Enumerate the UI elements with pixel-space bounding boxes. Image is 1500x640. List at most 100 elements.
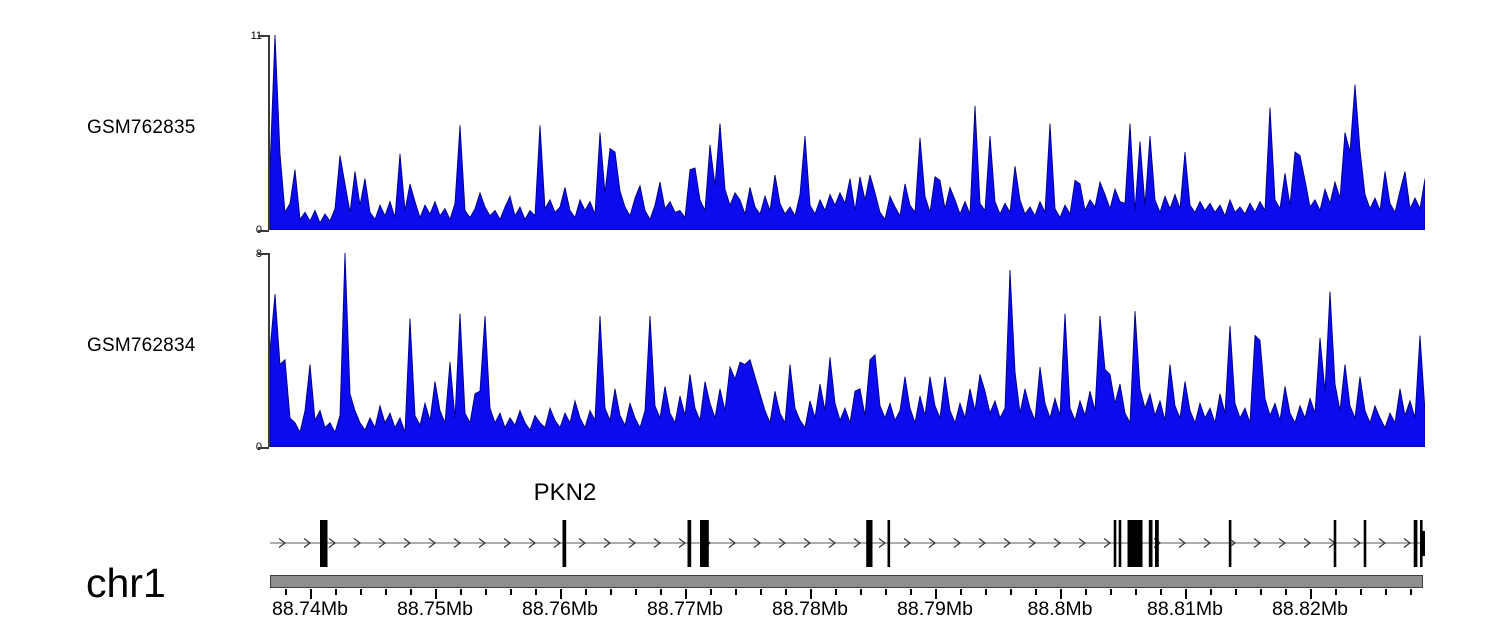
axis-minor-tick <box>1135 589 1137 595</box>
axis-tick-label: 88.75Mb <box>397 598 473 620</box>
exon-box <box>1155 520 1159 567</box>
strand-direction-arrow-icon <box>853 538 861 548</box>
strand-direction-arrow-icon <box>1103 538 1111 548</box>
strand-direction-arrow-icon <box>778 538 786 548</box>
strand-direction-arrow-icon <box>603 538 611 548</box>
y-axis-tick-min <box>258 447 269 449</box>
axis-minor-tick <box>1285 589 1287 595</box>
strand-direction-arrow-icon <box>278 538 286 548</box>
axis-minor-tick <box>835 589 837 595</box>
strand-direction-arrow-icon <box>1403 538 1411 548</box>
axis-minor-tick <box>460 589 462 595</box>
axis-minor-tick <box>1360 589 1362 595</box>
strand-direction-arrow-icon <box>953 538 961 548</box>
exon-box <box>687 520 692 567</box>
strand-direction-arrow-icon <box>928 538 936 548</box>
y-axis-tick-max <box>258 253 269 255</box>
strand-direction-arrow-icon <box>478 538 486 548</box>
axis-minor-tick <box>410 589 412 595</box>
y-axis-max-label-track1: 11 <box>250 29 262 42</box>
strand-direction-arrow-icon <box>1253 538 1261 548</box>
coverage-plot-gsm762834 <box>270 253 1425 447</box>
strand-direction-arrow-icon <box>503 538 511 548</box>
exon-box <box>866 520 873 567</box>
axis-minor-tick <box>785 589 787 595</box>
axis-minor-tick <box>985 589 987 595</box>
strand-direction-arrow-icon <box>1028 538 1036 548</box>
axis-tick-label: 88.74Mb <box>272 598 348 620</box>
exon-box <box>320 520 328 567</box>
axis-minor-tick <box>335 589 337 595</box>
exon-box <box>1127 520 1143 567</box>
axis-minor-tick <box>1160 589 1162 595</box>
axis-minor-tick <box>1010 589 1012 595</box>
y-axis-line-track2 <box>268 253 270 447</box>
axis-minor-tick <box>610 589 612 595</box>
exon-box <box>1333 520 1337 567</box>
strand-direction-arrow-icon <box>678 538 686 548</box>
strand-direction-arrow-icon <box>1053 538 1061 548</box>
axis-tick-label: 88.76Mb <box>522 598 598 620</box>
strand-direction-arrow-icon <box>628 538 636 548</box>
axis-tick-label: 88.77Mb <box>647 598 723 620</box>
exon-box <box>1420 520 1423 567</box>
axis-minor-tick <box>385 589 387 595</box>
strand-direction-arrow-icon <box>453 538 461 548</box>
strand-direction-arrow-icon <box>403 538 411 548</box>
y-axis-min-label-track1: 0 <box>234 224 262 236</box>
axis-tick-label: 88.8Mb <box>1027 598 1093 620</box>
axis-tick-label: 88.81Mb <box>1147 598 1223 620</box>
strand-direction-arrow-icon <box>903 538 911 548</box>
axis-minor-tick <box>760 589 762 595</box>
axis-minor-tick <box>285 589 287 595</box>
axis-major-tick <box>1185 589 1187 599</box>
strand-direction-arrow-icon <box>1078 538 1086 548</box>
exon-box <box>700 520 709 567</box>
coverage-area <box>270 253 1425 447</box>
axis-minor-tick <box>1335 589 1337 595</box>
axis-major-tick <box>810 589 812 599</box>
y-axis-line-track1 <box>268 35 270 230</box>
axis-minor-tick <box>660 589 662 595</box>
y-axis-tick-min <box>258 230 269 232</box>
strand-direction-arrow-icon <box>1203 538 1211 548</box>
axis-minor-tick <box>485 589 487 595</box>
coverage-area <box>270 35 1425 230</box>
strand-direction-arrow-icon <box>328 538 336 548</box>
axis-major-tick <box>1060 589 1062 599</box>
axis-minor-tick <box>635 589 637 595</box>
strand-direction-arrow-icon <box>803 538 811 548</box>
axis-minor-tick <box>910 589 912 595</box>
strand-direction-arrow-icon <box>1003 538 1011 548</box>
exon-box <box>1113 520 1117 567</box>
strand-direction-arrow-icon <box>753 538 761 548</box>
axis-major-tick <box>310 589 312 599</box>
axis-minor-tick <box>960 589 962 595</box>
y-axis-tick-max <box>258 35 269 37</box>
axis-tick-label: 88.79Mb <box>897 598 973 620</box>
axis-minor-tick <box>1385 589 1387 595</box>
strand-direction-arrow-icon <box>828 538 836 548</box>
strand-direction-arrow-icon <box>878 538 886 548</box>
strand-direction-arrow-icon <box>378 538 386 548</box>
strand-direction-arrow-icon <box>728 538 736 548</box>
coverage-plot-gsm762835 <box>270 35 1425 230</box>
axis-minor-tick <box>510 589 512 595</box>
axis-tick-label: 88.82Mb <box>1272 598 1348 620</box>
strand-direction-arrow-icon <box>653 538 661 548</box>
axis-minor-tick <box>585 589 587 595</box>
utr-exon-box <box>1422 531 1425 556</box>
gene-name-label: PKN2 <box>533 479 597 506</box>
axis-minor-tick <box>885 589 887 595</box>
exon-box <box>887 520 891 567</box>
exon-box <box>1413 520 1418 567</box>
chromosome-label: chr1 <box>86 560 166 606</box>
axis-major-tick <box>560 589 562 599</box>
track-label-gsm762834: GSM762834 <box>87 335 196 356</box>
strand-direction-arrow-icon <box>1353 538 1361 548</box>
strand-direction-arrow-icon <box>1303 538 1311 548</box>
axis-minor-tick <box>360 589 362 595</box>
exon-box <box>1228 520 1232 567</box>
strand-direction-arrow-icon <box>578 538 586 548</box>
chromosome-bar <box>270 575 1423 588</box>
